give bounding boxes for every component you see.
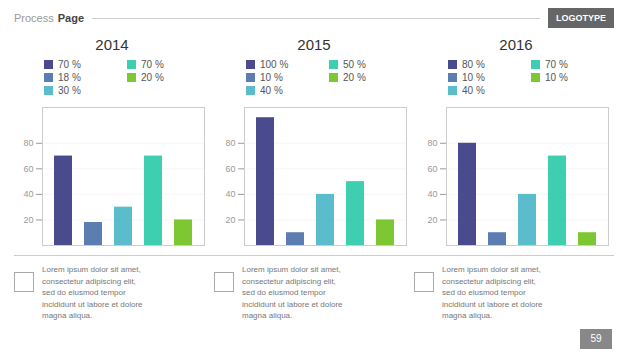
html-text:Lorem ipsum dolor sit amet, co: Lorem ipsum dolor sit amet, consectetur … — [42, 265, 143, 321]
html-text:10 %: 10 % — [260, 72, 283, 83]
svg-text:40: 40 — [23, 189, 33, 199]
svg-text:60: 60 — [23, 164, 33, 174]
svg-text:80: 80 — [23, 138, 33, 148]
html-text:40 %: 40 % — [462, 85, 485, 96]
html-text:2015: 2015 — [297, 36, 331, 53]
html-text:10 %: 10 % — [462, 72, 485, 83]
html-text:30 %: 30 % — [58, 85, 81, 96]
svg-text:40: 40 — [427, 189, 437, 199]
svg-text:60: 60 — [427, 164, 437, 174]
html-text:70 %: 70 % — [141, 59, 164, 70]
html-text:20 %: 20 % — [141, 72, 164, 83]
html-text:Lorem ipsum dolor sit amet, co: Lorem ipsum dolor sit amet, consectetur … — [442, 265, 543, 321]
svg-text:20: 20 — [23, 215, 33, 225]
svg-text:80: 80 — [225, 138, 235, 148]
html-text:20 %: 20 % — [343, 72, 366, 83]
html-text:70 %: 70 % — [545, 59, 568, 70]
html-text:70 %: 70 % — [58, 59, 81, 70]
html-text:LOGOTYPE: LOGOTYPE — [556, 13, 606, 23]
html-text:18 %: 18 % — [58, 72, 81, 83]
svg-text:20: 20 — [225, 215, 235, 225]
html-text:50 %: 50 % — [343, 59, 366, 70]
html-text:Process Page: Process Page — [14, 12, 84, 24]
svg-text:60: 60 — [225, 164, 235, 174]
html-text:40 %: 40 % — [260, 85, 283, 96]
html-text:100 %: 100 % — [260, 59, 289, 70]
svg-text:20: 20 — [427, 215, 437, 225]
html-text:2016: 2016 — [499, 36, 533, 53]
svg-text:40: 40 — [225, 189, 235, 199]
html-text:80 %: 80 % — [462, 59, 485, 70]
html-text:2014: 2014 — [95, 36, 129, 53]
svg-text:80: 80 — [427, 138, 437, 148]
html-text:10 %: 10 % — [545, 72, 568, 83]
html-text:59: 59 — [590, 333, 602, 344]
html-text:Lorem ipsum dolor sit amet, co: Lorem ipsum dolor sit amet, consectetur … — [242, 265, 343, 321]
